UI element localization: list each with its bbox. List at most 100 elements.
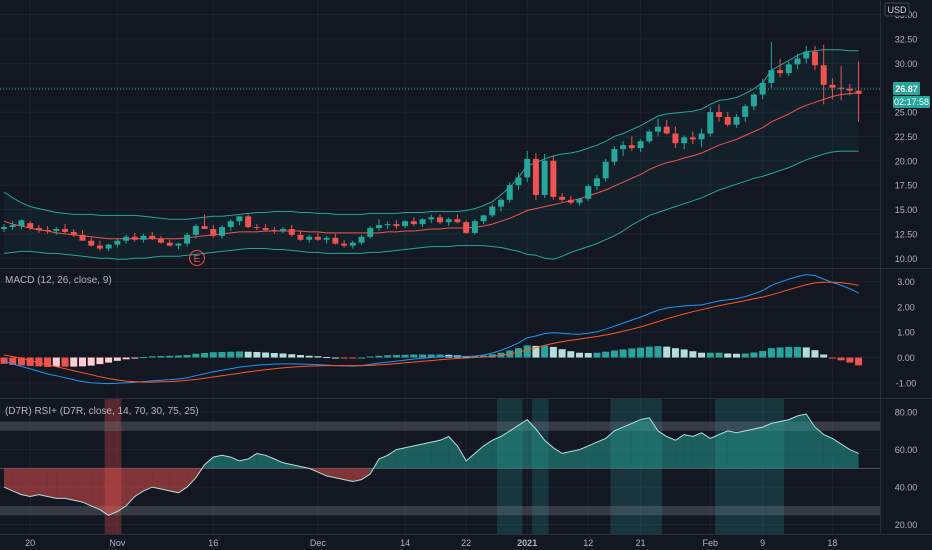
currency-badge[interactable]: [884, 2, 910, 17]
candle[interactable]: [498, 197, 505, 212]
candle[interactable]: [559, 192, 566, 202]
candle[interactable]: [829, 77, 836, 100]
candle[interactable]: [620, 141, 627, 156]
candle[interactable]: [140, 233, 147, 243]
time-axis[interactable]: 20 Nov 16 Dec 14 22 2021 12 21 Feb 9 18: [0, 534, 932, 549]
candle[interactable]: [53, 227, 60, 235]
candle[interactable]: [524, 151, 531, 183]
candle[interactable]: [375, 219, 382, 231]
candle[interactable]: [341, 239, 348, 248]
candle[interactable]: [79, 229, 86, 241]
candle[interactable]: [314, 232, 321, 241]
candle[interactable]: [219, 225, 225, 239]
candle[interactable]: [419, 218, 426, 228]
candle[interactable]: [811, 45, 818, 71]
candle[interactable]: [9, 221, 16, 230]
candle[interactable]: [253, 224, 260, 230]
candle[interactable]: [105, 243, 112, 252]
candle[interactable]: [532, 153, 539, 200]
candle[interactable]: [393, 220, 400, 230]
candle[interactable]: [567, 195, 574, 205]
candle[interactable]: [184, 232, 191, 247]
candle[interactable]: [245, 214, 252, 229]
candle[interactable]: [768, 41, 775, 88]
candle[interactable]: [838, 66, 845, 101]
candle[interactable]: [88, 237, 95, 247]
candle[interactable]: [367, 226, 374, 239]
candle[interactable]: [166, 239, 173, 247]
candle[interactable]: [794, 53, 801, 70]
candle[interactable]: [463, 220, 470, 234]
candle[interactable]: [349, 240, 356, 249]
candle[interactable]: [855, 61, 862, 122]
candle[interactable]: [506, 182, 513, 203]
candle[interactable]: [576, 197, 583, 206]
candle[interactable]: [663, 119, 670, 135]
candle[interactable]: [611, 146, 618, 166]
candle[interactable]: [157, 235, 164, 244]
candle[interactable]: [96, 240, 103, 251]
candle[interactable]: [175, 242, 182, 250]
candle[interactable]: [288, 225, 295, 237]
candle[interactable]: [70, 229, 77, 237]
macd-pane[interactable]: MACD (12, 26, close, 9): [0, 274, 863, 385]
candle[interactable]: [733, 114, 740, 128]
candle[interactable]: [227, 219, 234, 231]
candle[interactable]: [750, 92, 757, 111]
candle[interactable]: [1, 224, 7, 232]
candle[interactable]: [637, 139, 644, 153]
candle[interactable]: [541, 153, 548, 198]
candle[interactable]: [445, 217, 452, 227]
candle[interactable]: [489, 204, 496, 218]
candle[interactable]: [271, 227, 278, 234]
candle[interactable]: [689, 131, 696, 145]
candle[interactable]: [698, 128, 705, 148]
candle[interactable]: [515, 172, 522, 191]
candle[interactable]: [297, 230, 304, 241]
candle[interactable]: [280, 227, 287, 233]
candle[interactable]: [384, 221, 391, 230]
candle[interactable]: [454, 214, 461, 224]
candle[interactable]: [62, 224, 69, 233]
candle[interactable]: [593, 175, 600, 191]
candle[interactable]: [44, 226, 51, 234]
candle[interactable]: [131, 232, 138, 242]
candle[interactable]: [777, 58, 784, 77]
candle[interactable]: [402, 220, 409, 229]
candle[interactable]: [585, 184, 592, 201]
candle[interactable]: [210, 225, 217, 238]
candle[interactable]: [306, 234, 313, 243]
candle[interactable]: [646, 129, 653, 144]
candle[interactable]: [332, 233, 339, 245]
candle[interactable]: [236, 216, 243, 226]
candle[interactable]: [846, 83, 853, 96]
candle[interactable]: [785, 61, 792, 77]
candle[interactable]: [35, 225, 42, 233]
candle[interactable]: [742, 104, 749, 122]
rsi-pane[interactable]: (D7R) RSI+ (D7R, close, 14, 70, 30, 75, …: [0, 399, 880, 534]
candle[interactable]: [820, 44, 827, 105]
candle[interactable]: [27, 221, 34, 230]
candle[interactable]: [192, 224, 199, 239]
candle[interactable]: [628, 136, 635, 152]
candle[interactable]: [123, 234, 130, 244]
candle[interactable]: [410, 217, 417, 227]
candle[interactable]: [149, 231, 156, 240]
candle[interactable]: [358, 234, 365, 245]
candle[interactable]: [655, 118, 661, 137]
price-scale[interactable]: 10.0012.5015.0017.5020.0022.5025.0027.50…: [880, 0, 931, 534]
candle[interactable]: [428, 214, 435, 224]
candle[interactable]: [602, 158, 609, 182]
candle[interactable]: [707, 107, 714, 137]
candle[interactable]: [672, 126, 679, 149]
candle[interactable]: [262, 224, 269, 232]
candle[interactable]: [803, 45, 810, 64]
candle[interactable]: [18, 219, 25, 230]
candle[interactable]: [471, 219, 478, 235]
price-pane[interactable]: E: [0, 41, 880, 266]
candle[interactable]: [724, 112, 731, 127]
candle[interactable]: [114, 238, 121, 248]
candle[interactable]: [550, 155, 557, 200]
earnings-marker[interactable]: E: [189, 250, 205, 266]
